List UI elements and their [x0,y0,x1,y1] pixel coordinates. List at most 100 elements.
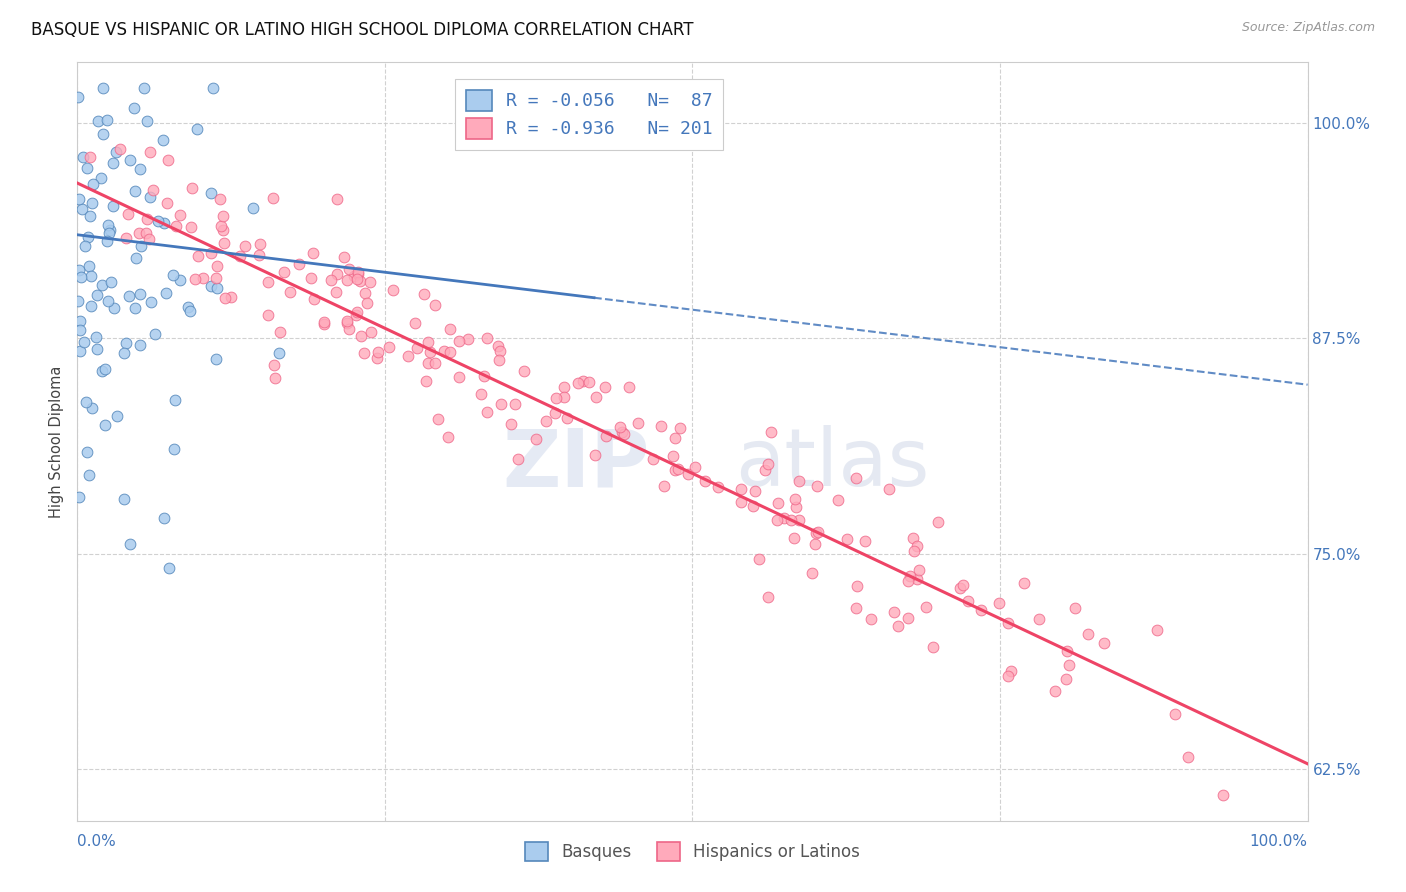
Point [555,410,578,425]
Point [664,463,686,477]
Point [343,268,366,283]
Point [761,425,783,440]
Point [96,234,118,248]
Point [112,346,135,360]
Legend: Basques, Hispanics or Latinos: Basques, Hispanics or Latinos [516,833,869,869]
Point [595,429,617,443]
Point [418,356,440,370]
Point [332,251,354,265]
Point [544,406,567,420]
Point [1212,788,1234,802]
Point [988,596,1011,610]
Point [1056,644,1078,658]
Point [114,231,136,245]
Point [783,491,806,506]
Point [349,274,371,288]
Text: 0.0%: 0.0% [77,834,117,849]
Point [124,301,146,316]
Point [1077,626,1099,640]
Point [908,563,931,577]
Point [69,343,91,358]
Point [117,207,139,221]
Point [139,295,162,310]
Point [641,451,664,466]
Point [472,369,495,384]
Point [146,213,169,227]
Point [903,531,925,545]
Point [69,314,91,328]
Point [77,230,100,244]
Point [413,286,436,301]
Point [419,345,441,359]
Point [302,293,325,307]
Point [360,325,382,339]
Point [997,615,1019,630]
Point [883,605,905,619]
Point [350,329,373,343]
Point [879,482,901,496]
Point [157,153,180,168]
Point [437,430,460,444]
Point [177,300,200,314]
Point [766,496,789,510]
Point [67,192,90,206]
Point [128,338,150,352]
Point [475,331,498,345]
Point [905,573,928,587]
Point [263,358,285,372]
Point [273,265,295,279]
Point [354,285,377,300]
Point [157,561,180,575]
Point [162,442,184,456]
Point [785,500,807,515]
Point [853,533,876,548]
Point [67,491,90,505]
Point [214,235,236,250]
Point [143,327,166,342]
Point [128,161,150,176]
Point [152,133,174,147]
Point [249,236,271,251]
Point [96,293,118,308]
Point [181,180,204,194]
Point [921,640,943,655]
Point [346,272,368,286]
Point [346,305,368,319]
Point [110,142,132,156]
Text: 100.0%: 100.0% [1250,834,1308,849]
Point [112,491,135,506]
Point [897,611,920,625]
Point [136,114,159,128]
Point [86,113,108,128]
Point [70,202,93,216]
Point [325,285,347,299]
Point [730,494,752,508]
Point [1012,575,1035,590]
Point [423,297,446,311]
Point [1094,636,1116,650]
Point [184,272,207,286]
Point [780,513,803,527]
Point [129,238,152,252]
Point [179,304,201,318]
Point [406,341,429,355]
Point [489,397,512,411]
Point [404,316,426,330]
Point [278,285,301,300]
Point [381,283,404,297]
Point [489,344,512,359]
Point [748,552,770,566]
Point [86,343,108,357]
Point [353,346,375,360]
Point [302,245,325,260]
Point [91,127,114,141]
Point [695,474,717,488]
Point [115,335,138,350]
Point [617,380,640,394]
Point [897,574,920,588]
Point [128,226,150,240]
Point [326,267,349,281]
Point [153,216,176,230]
Point [98,223,121,237]
Point [415,374,437,388]
